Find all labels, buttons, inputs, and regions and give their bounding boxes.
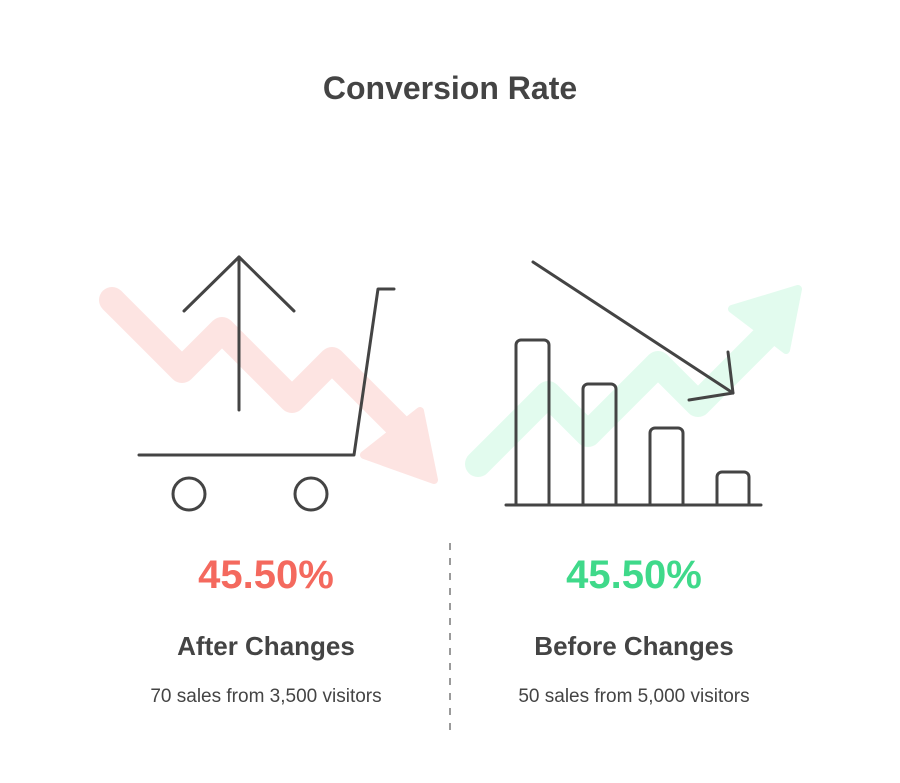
after-percentage: 45.50%	[198, 553, 334, 597]
after-label: After Changes	[177, 631, 355, 661]
shopping-cart-up-arrow-icon	[137, 255, 396, 512]
after-description: 70 sales from 3,500 visitors	[150, 686, 382, 707]
page-title: Conversion Rate	[322, 70, 578, 106]
trend-down-arrow-icon	[99, 287, 438, 484]
before-label: Before Changes	[534, 631, 734, 661]
before-percentage: 45.50%	[566, 553, 702, 597]
declining-bar-chart-icon	[504, 260, 763, 507]
trend-up-arrow-icon	[465, 285, 802, 477]
before-description: 50 sales from 5,000 visitors	[518, 686, 750, 707]
